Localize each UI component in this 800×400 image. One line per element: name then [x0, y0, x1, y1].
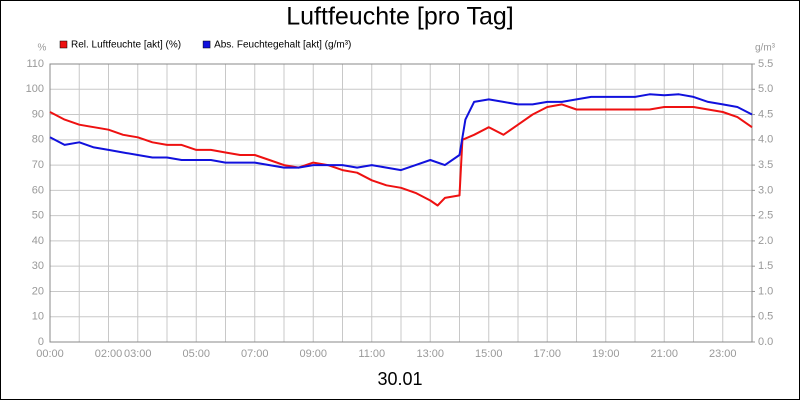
y-tick-label: 90: [32, 108, 44, 120]
y2-tick-label: 3.5: [758, 159, 773, 171]
plot-border: [49, 63, 753, 343]
y-tick-label: 100: [26, 83, 44, 95]
legend-label: Abs. Feuchtegehalt [akt] (g/m³): [214, 40, 351, 51]
legend-swatch: [202, 40, 211, 49]
chart-title: Luftfeuchte [pro Tag]: [286, 3, 513, 31]
x-tick-label: 00:00: [36, 348, 64, 360]
legend-swatch: [59, 40, 68, 49]
x-tick-label: 09:00: [299, 348, 327, 360]
y2-tick-label: 2.0: [758, 235, 773, 247]
y-tick-label: 50: [32, 210, 44, 222]
y2-tick-label: 3.0: [758, 184, 773, 196]
y-tick-label: 60: [32, 184, 44, 196]
y2-tick-label: 4.0: [758, 134, 773, 146]
x-tick-label: 02:00: [95, 348, 123, 360]
y2-tick-label: 0.5: [758, 311, 773, 323]
y-tick-label: 110: [26, 58, 44, 70]
x-tick-label: 11:00: [358, 348, 385, 360]
x-tick-label: 23:00: [709, 348, 737, 360]
legend-label: Rel. Luftfeuchte [akt] (%): [71, 40, 181, 51]
y-tick-label: 70: [32, 159, 44, 171]
x-tick-label: 07:00: [241, 348, 269, 360]
series-line: [49, 93, 753, 172]
y-tick-label: 0: [38, 336, 44, 348]
y-tick-label: 20: [32, 285, 44, 297]
x-axis-label: 30.01: [377, 369, 422, 389]
y2-tick-label: 1.5: [758, 260, 773, 272]
x-tick-label: 05:00: [182, 348, 210, 360]
series-line: [49, 103, 753, 207]
y2-axis-label: g/m³: [755, 43, 776, 54]
y2-tick-label: 5.5: [758, 58, 773, 70]
y2-tick-label: 5.0: [758, 83, 773, 95]
x-tick-label: 13:00: [416, 348, 444, 360]
y-axis-label: %: [38, 43, 47, 54]
y-tick-label: 80: [32, 134, 44, 146]
x-tick-label: 17:00: [533, 348, 561, 360]
y2-tick-label: 4.5: [758, 108, 773, 120]
x-tick-label: 15:00: [475, 348, 503, 360]
y2-tick-label: 0.0: [758, 336, 773, 348]
x-tick-label: 19:00: [592, 348, 620, 360]
y2-tick-label: 1.0: [758, 285, 773, 297]
x-tick-label: 03:00: [124, 348, 152, 360]
y-tick-label: 10: [32, 311, 44, 323]
y-tick-label: 40: [32, 235, 44, 247]
y-tick-label: 30: [32, 260, 44, 272]
y2-tick-label: 2.5: [758, 210, 773, 222]
x-tick-label: 21:00: [650, 348, 678, 360]
